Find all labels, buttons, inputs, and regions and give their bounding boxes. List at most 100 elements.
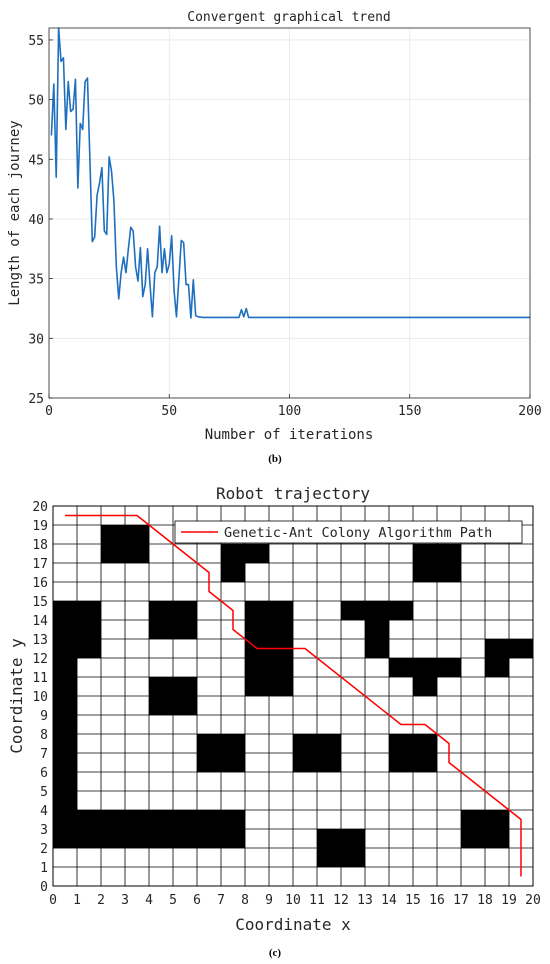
y-tick-label: 2 [40, 842, 48, 857]
x-tick-label: 0 [49, 893, 57, 908]
obstacle-cell [149, 601, 174, 621]
convergence-line [50, 27, 530, 319]
y-tick-label: 13 [32, 633, 48, 648]
obstacle-cell [197, 753, 222, 773]
x-tick-label: 4 [145, 893, 153, 908]
grid-lines [52, 505, 534, 887]
obstacle-cell [293, 734, 318, 754]
obstacle-cell [101, 829, 126, 849]
obstacle-cell [125, 829, 150, 849]
y-tick-label: 18 [32, 538, 48, 553]
x-axis-label: Number of iterations [205, 427, 374, 443]
obstacle-cell [461, 810, 486, 830]
obstacle-cell [101, 544, 126, 564]
obstacle-cell [53, 791, 78, 811]
x-tick-label: 5 [169, 893, 177, 908]
y-tick-label: 10 [32, 690, 48, 705]
obstacle-cell [413, 677, 438, 697]
obstacle-cell [245, 677, 270, 697]
x-tick-label: 19 [501, 893, 517, 908]
obstacle-cell [341, 601, 366, 621]
y-tick-label: 6 [40, 766, 48, 781]
x-tick-label: 16 [429, 893, 445, 908]
obstacle-cell [77, 620, 102, 640]
obstacle-cell [341, 829, 366, 849]
x-tick-label: 7 [217, 893, 225, 908]
obstacle-cell [149, 677, 174, 697]
obstacle-cell [149, 810, 174, 830]
y-tick-label: 1 [40, 861, 48, 876]
y-tick-label: 4 [40, 804, 48, 819]
obstacle-cell [53, 753, 78, 773]
tick-labels: 0 50 100 150 200 25 30 35 40 45 50 55 [28, 34, 541, 419]
panel-caption: (c) [269, 947, 282, 959]
obstacle-cell [245, 601, 270, 621]
obstacle-cell [485, 829, 510, 849]
obstacle-cell [245, 658, 270, 678]
tick-labels: 0 1 2 3 4 5 6 7 8 9 10 11 12 13 14 15 16 17 18 19 2001234567… [32, 500, 540, 908]
obstacle-cell [173, 810, 198, 830]
obstacle-cell [413, 563, 438, 583]
x-tick-label: 13 [357, 893, 373, 908]
y-tick-label: 8 [40, 728, 48, 743]
obstacle-cell [389, 753, 414, 773]
obstacle-cell [53, 696, 78, 716]
obstacle-cell [317, 829, 342, 849]
y-tick-label: 3 [40, 823, 48, 838]
obstacle-cell [53, 829, 78, 849]
obstacle-cell [53, 734, 78, 754]
x-tick-label: 6 [193, 893, 201, 908]
y-axis-label: Length of each journey [7, 120, 23, 305]
obstacle-cell [413, 734, 438, 754]
obstacle-cell [197, 734, 222, 754]
obstacle-cell [485, 658, 510, 678]
obstacle-cell [221, 563, 246, 583]
y-tick-label: 5 [40, 785, 48, 800]
y-tick-label: 45 [28, 153, 44, 168]
legend-label: Genetic-Ant Colony Algorithm Path [224, 525, 492, 541]
x-tick-label: 8 [241, 893, 249, 908]
obstacle-cell [125, 525, 150, 545]
obstacle-cell [125, 544, 150, 564]
chart-title: Robot trajectory [216, 484, 370, 503]
obstacle-cell [269, 601, 294, 621]
obstacle-cell [221, 734, 246, 754]
obstacle-cell [245, 620, 270, 640]
y-tick-label: 15 [32, 595, 48, 610]
obstacle-cell [437, 658, 462, 678]
x-tick-label: 2 [97, 893, 105, 908]
y-tick-label: 7 [40, 747, 48, 762]
x-tick-label: 200 [518, 404, 541, 419]
legend-box [174, 520, 523, 544]
obstacle-cell [173, 696, 198, 716]
x-tick-label: 3 [121, 893, 129, 908]
obstacle-cell [485, 639, 510, 659]
x-tick-label: 150 [398, 404, 421, 419]
obstacle-cell [77, 810, 102, 830]
obstacle-cell [149, 696, 174, 716]
obstacle-cell [485, 810, 510, 830]
y-axis-label: Coordinate y [7, 638, 26, 754]
x-tick-label: 1 [73, 893, 81, 908]
panel-caption: (b) [268, 453, 282, 465]
x-tick-label: 100 [278, 404, 301, 419]
obstacle-cell [317, 848, 342, 868]
y-tick-label: 20 [32, 500, 48, 515]
x-tick-label: 50 [161, 404, 177, 419]
obstacle-cell [437, 544, 462, 564]
obstacle-cell [173, 829, 198, 849]
x-tick-label: 11 [309, 893, 325, 908]
obstacle-cell [53, 772, 78, 792]
robot-path-line [65, 514, 522, 877]
data-series [50, 27, 530, 319]
y-tick-label: 16 [32, 576, 48, 591]
obstacle-cell [197, 810, 222, 830]
obstacle-cell [77, 829, 102, 849]
obstacle-cell [53, 639, 78, 659]
obstacle-cell [221, 829, 246, 849]
obstacle-cell [53, 677, 78, 697]
x-tick-label: 0 [45, 404, 53, 419]
obstacle-cell [101, 810, 126, 830]
obstacle-cell [53, 658, 78, 678]
x-tick-label: 12 [333, 893, 349, 908]
